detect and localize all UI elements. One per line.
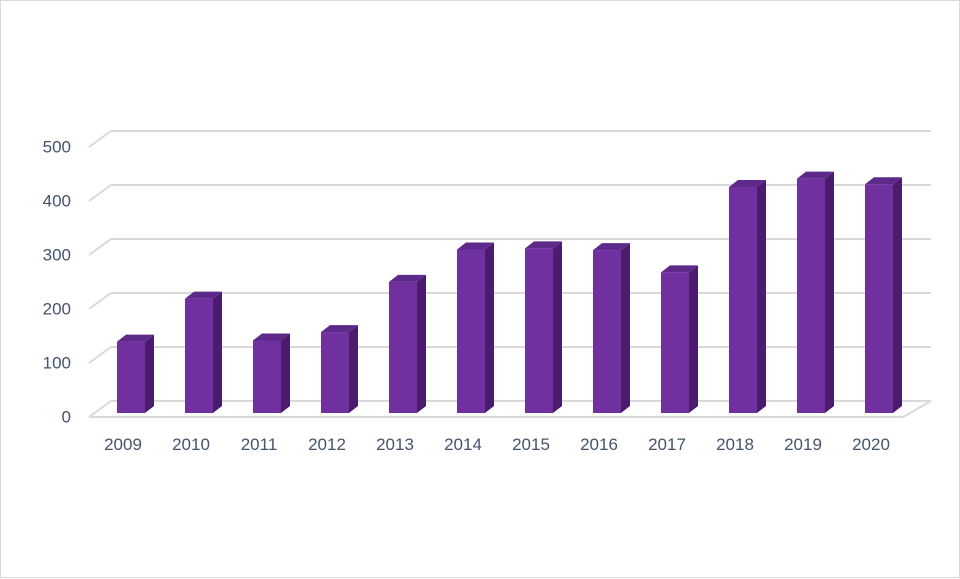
x-tick-label-2010: 2010 (172, 435, 210, 454)
bar-2009 (117, 334, 154, 413)
bar-2016 (593, 243, 630, 413)
gridline-500 (88, 130, 931, 148)
gridlines (88, 130, 932, 418)
bars (117, 171, 902, 413)
x-tick-label-2020: 2020 (852, 435, 890, 454)
y-tick-label-0: 0 (62, 407, 71, 426)
gridline-400 (88, 184, 931, 202)
floor-right-edge (902, 400, 932, 418)
x-tick-label-2014: 2014 (444, 435, 482, 454)
gridline-0 (88, 400, 931, 418)
bar-2013 (389, 274, 426, 413)
x-tick-label-2009: 2009 (104, 435, 142, 454)
x-axis-ticks: 2009 2010 2011 2012 2013 2014 2015 2016 2017 2018… (104, 435, 890, 454)
y-tick-label-500: 500 (43, 137, 71, 156)
x-tick-label-2011: 2011 (241, 435, 278, 454)
y-tick-label-100: 100 (43, 353, 71, 372)
gridline-100 (88, 346, 931, 364)
y-tick-label-200: 200 (43, 299, 71, 318)
x-tick-label-2017: 2017 (648, 435, 686, 454)
bar-2012 (321, 325, 358, 413)
x-tick-label-2015: 2015 (512, 435, 550, 454)
x-tick-label-2018: 2018 (716, 435, 754, 454)
x-tick-label-2019: 2019 (784, 435, 822, 454)
bar-2015 (525, 241, 562, 413)
gridline-300 (88, 238, 931, 256)
bar-2017 (661, 265, 698, 413)
y-tick-label-400: 400 (43, 191, 71, 210)
y-axis-ticks: 0 100 200 300 400 500 (43, 137, 71, 426)
bar-2018 (729, 180, 766, 413)
bar-2014 (457, 242, 494, 413)
bar-2010 (185, 291, 222, 413)
bar-2019 (797, 171, 834, 413)
x-tick-label-2012: 2012 (308, 435, 346, 454)
bar-2011 (253, 333, 290, 413)
x-tick-label-2016: 2016 (580, 435, 618, 454)
y-tick-label-300: 300 (43, 245, 71, 264)
gridline-200 (88, 292, 931, 310)
x-tick-label-2013: 2013 (376, 435, 414, 454)
bar-2020 (865, 177, 902, 413)
